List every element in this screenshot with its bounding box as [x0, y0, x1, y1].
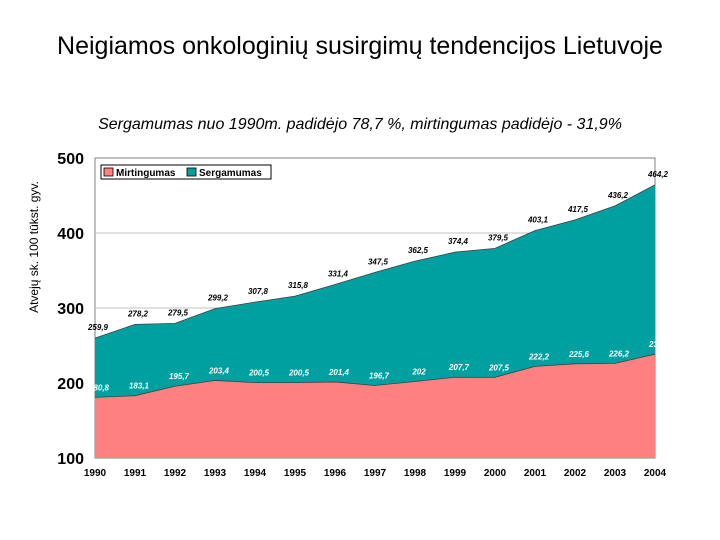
data-label-sergamumas: 347,5: [368, 257, 389, 266]
area-mirtingumas: [95, 354, 655, 458]
x-tick-label: 2000: [484, 468, 507, 479]
data-label-mirtingumas: 207,7: [448, 363, 470, 372]
legend-swatch-sergamumas: [186, 167, 197, 177]
y-tick-label: 200: [57, 376, 84, 393]
x-tick-label: 1992: [164, 468, 187, 479]
data-label-sergamumas: 315,8: [288, 281, 309, 290]
data-label-sergamumas: 299,2: [207, 294, 229, 303]
data-label-sergamumas: 279,5: [167, 308, 189, 317]
data-label-mirtingumas: 226,2: [608, 349, 630, 358]
data-label-sergamumas: 362,5: [408, 246, 429, 255]
legend-box: [100, 164, 272, 180]
x-tick-label: 1998: [404, 468, 427, 479]
data-label-sergamumas: 379,5: [488, 233, 509, 242]
x-tick-label: 1993: [204, 468, 227, 479]
x-tick-label: 1999: [444, 468, 467, 479]
legend-label-sergamumas: Sergamumas: [199, 168, 262, 179]
x-tick-label: 2001: [524, 468, 547, 479]
x-tick-label: 2003: [604, 468, 627, 479]
x-tick-label: 2004: [644, 468, 667, 479]
x-tick-labels: 1990 1991 1992 1993 1994 1995 1996 1997 1998 1999…: [84, 468, 667, 479]
data-label-sergamumas: 307,8: [248, 287, 269, 296]
x-tick-label: 1991: [124, 468, 147, 479]
data-label-sergamumas: 403,1: [527, 216, 549, 225]
x-tick-label: 1996: [324, 468, 347, 479]
data-label-mirtingumas: 202: [411, 368, 426, 377]
legend: Mirtingumas Sergamumas: [100, 164, 272, 180]
data-label-mirtingumas: 195,7: [169, 372, 190, 381]
x-tick-label: 1995: [284, 468, 307, 479]
data-label-mirtingumas: 207,5: [488, 363, 510, 372]
data-label-sergamumas: 436,2: [607, 191, 629, 200]
data-label-mirtingumas: 200,5: [248, 369, 270, 378]
data-label-mirtingumas: 196,7: [369, 371, 390, 380]
data-label-mirtingumas: 222,2: [528, 352, 550, 361]
line-mirtingumas: [94, 353, 656, 398]
y-tick-labels: 100 200 300 400 500: [57, 151, 84, 468]
legend-label-mirtingumas: Mirtingumas: [116, 168, 176, 179]
data-label-sergamumas: 374,4: [448, 237, 469, 246]
y-tick-label: 500: [57, 151, 84, 168]
x-tick-label: 2002: [564, 468, 587, 479]
chart-subtitle: Sergamumas nuo 1990m. padidėjo 78,7 %, m…: [98, 116, 622, 133]
data-label-sergamumas: 259,9: [87, 323, 109, 332]
y-tick-label: 300: [57, 301, 84, 318]
data-label-mirtingumas: 225,6: [568, 350, 590, 359]
x-tick-label: 1994: [244, 468, 267, 479]
x-tick-label: 1997: [364, 468, 387, 479]
legend-swatch-mirtingumas: [103, 167, 114, 177]
x-tick-label: 1990: [84, 468, 107, 479]
y-tick-label: 100: [57, 451, 84, 468]
data-label-sergamumas: 331,4: [328, 269, 349, 278]
chart-title: Neigiamos onkologinių susirgimų tendenci…: [57, 32, 663, 60]
series-areas: [94, 184, 656, 458]
data-label-sergamumas: 278,2: [127, 309, 149, 318]
data-label-mirtingumas: 180,8: [89, 383, 110, 392]
data-label-mirtingumas: 203,4: [208, 366, 230, 375]
data-label-mirtingumas: 200,5: [288, 369, 310, 378]
data-label-sergamumas: 464,2: [647, 170, 669, 179]
data-label-mirtingumas: 238,4: [648, 340, 670, 349]
data-label-mirtingumas: 183,1: [129, 382, 150, 391]
data-label-sergamumas: 417,5: [567, 205, 589, 214]
data-labels: 259,9 278,2 279,5 299,2 307,8 315,8 331,4 347,5…: [87, 170, 670, 393]
line-sergamumas: [94, 184, 656, 339]
y-tick-label: 400: [57, 226, 84, 243]
data-label-mirtingumas: 201,4: [328, 368, 350, 377]
